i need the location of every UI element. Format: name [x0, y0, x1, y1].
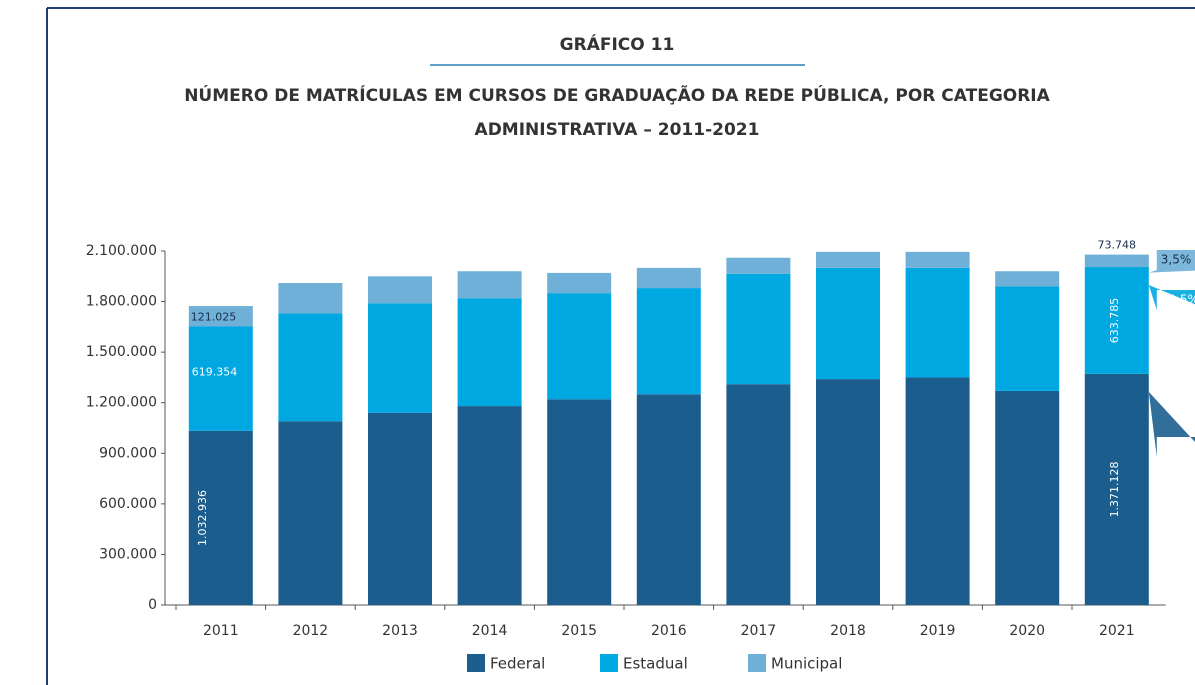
- y-tick-label: 1.500.000: [86, 344, 157, 360]
- x-tick-label: 2017: [741, 623, 777, 639]
- x-tick-label: 2020: [1009, 623, 1045, 639]
- bar-segment: [726, 384, 791, 605]
- bar-segment: [547, 293, 612, 400]
- bar-segment: [188, 306, 253, 327]
- bar-segment: [905, 251, 970, 268]
- legend-swatch: [748, 654, 766, 672]
- x-tick-label: 2018: [830, 623, 866, 639]
- bar-segment: [816, 267, 880, 380]
- data-label: 1.371.128: [1108, 461, 1121, 517]
- bar-segment: [995, 286, 1060, 391]
- bar-segment: [547, 399, 612, 605]
- bar-segment: [995, 390, 1060, 605]
- chart-title: GRÁFICO 11: [560, 33, 675, 55]
- data-label: 633.785: [1108, 298, 1121, 344]
- bar-segment: [188, 326, 253, 431]
- legend-label: Estadual: [623, 655, 688, 673]
- data-label: 619.354: [192, 365, 238, 378]
- x-tick-label: 2013: [382, 623, 418, 639]
- bar-segment: [816, 251, 880, 268]
- bar-segment: [726, 273, 791, 385]
- bar-segment: [457, 298, 522, 407]
- x-tick-label: 2011: [203, 623, 239, 639]
- legend-swatch: [467, 654, 485, 672]
- y-tick-label: 2.100.000: [86, 243, 157, 259]
- y-tick-label: 600.000: [99, 496, 157, 512]
- x-tick-label: 2016: [651, 623, 687, 639]
- y-tick-label: 300.000: [99, 546, 157, 562]
- chart-subtitle: ADMINISTRATIVA – 2011-2021: [475, 120, 760, 140]
- bar-segment: [188, 430, 253, 605]
- bar-segment: [368, 412, 432, 605]
- callout-box: [1148, 285, 1195, 310]
- bar-segment: [457, 406, 522, 605]
- bar-segment: [1084, 373, 1149, 605]
- x-tick-label: 2021: [1099, 623, 1135, 639]
- legend-swatch: [600, 654, 618, 672]
- bar-segment: [547, 272, 612, 294]
- y-tick-label: 1.200.000: [86, 395, 157, 411]
- callout-box: [1148, 250, 1195, 273]
- x-tick-label: 2019: [920, 623, 956, 639]
- bar-segment: [457, 271, 522, 299]
- bar-segment: [636, 267, 701, 289]
- bar-segment: [636, 394, 701, 605]
- bar-segment: [278, 421, 343, 605]
- y-tick-label: 0: [148, 597, 157, 613]
- bar-segment: [816, 379, 880, 605]
- bar-segment: [368, 276, 432, 304]
- data-label: 73.748: [1098, 239, 1137, 252]
- x-tick-label: 2015: [561, 623, 597, 639]
- y-tick-label: 900.000: [99, 445, 157, 461]
- callout-box: [1148, 391, 1195, 457]
- share-label: 30,5%: [1161, 293, 1195, 307]
- legend-label: Federal: [490, 655, 545, 673]
- share-label: 66%: [1161, 440, 1188, 454]
- bar-segment: [278, 283, 343, 314]
- y-tick-label: 1.800.000: [86, 294, 157, 310]
- bar-segment: [905, 377, 970, 605]
- data-label: 121.025: [191, 310, 237, 323]
- x-tick-label: 2012: [293, 623, 329, 639]
- data-label: 1.032.936: [196, 490, 209, 546]
- bar-segment: [1084, 254, 1149, 268]
- bar-segment: [1084, 267, 1149, 374]
- bar-segment: [636, 288, 701, 395]
- x-tick-label: 2014: [472, 623, 508, 639]
- bar-segment: [368, 303, 432, 413]
- bar-segment: [278, 313, 343, 422]
- bar-segment: [726, 257, 791, 274]
- bar-segment: [995, 271, 1060, 287]
- chart-subtitle: NÚMERO DE MATRÍCULAS EM CURSOS DE GRADUA…: [184, 83, 1050, 106]
- bar-segment: [905, 267, 970, 378]
- legend-label: Municipal: [771, 655, 842, 673]
- share-label: 3,5%: [1161, 253, 1192, 267]
